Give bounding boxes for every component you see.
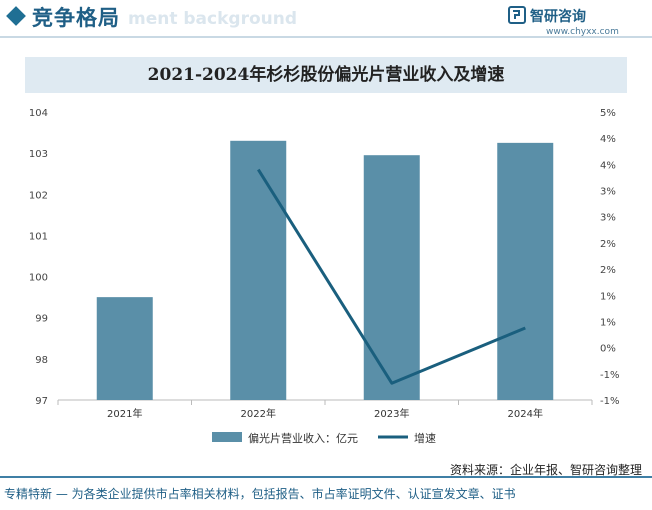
bar [96,297,153,400]
y-right-tick-label: -1% [600,396,619,407]
source-note: 资料来源：企业年报、智研咨询整理 [449,463,642,477]
x-tick-label: 2021年 [107,407,142,420]
y-right-tick-label: 2% [600,239,616,250]
y-left-tick-label: 99 [35,314,48,325]
legend-label-line: 增速 [414,431,436,445]
legend-swatch-bar [212,432,242,442]
y-left-tick-label: 104 [29,108,48,119]
y-right-tick-label: 4% [600,160,616,171]
y-right-tick-label: 4% [600,134,616,145]
legend-label-bar: 偏光片营业收入：亿元 [248,431,358,445]
y-right-tick-label: 5% [600,108,616,119]
page-title: 竞争格局 [32,6,120,30]
x-tick-label: 2023年 [374,407,409,420]
footer-divider [0,476,652,478]
y-right-tick-label: 2% [600,265,616,276]
header-divider [0,36,652,38]
y-right-tick-label: 1% [600,317,616,328]
x-tick-label: 2024年 [508,407,543,420]
y-left-tick-label: 101 [29,231,48,242]
brand-logo-icon [508,6,526,24]
y-left-tick-label: 102 [29,190,48,201]
brand: 智研咨询 www.chyxx.com [508,4,638,40]
header-watermark: ment background [128,9,298,29]
y-left-tick-label: 97 [35,396,48,407]
bar [230,140,287,401]
y-right-tick-label: 3% [600,213,616,224]
y-right-tick-label: 3% [600,187,616,198]
brand-name: 智研咨询 [530,9,586,25]
footer-text: 专精特新 — 为各类企业提供市占率相关材料，包括报告、市占率证明文件、认证宣发文… [4,487,516,501]
chart: 97 98 99 100 101 102 103 104 -1% -1% 0% 1% 1% 2% 2% 3% 3… [29,108,620,445]
y-right-tick-label: -1% [600,370,619,381]
y-right-tick-label: 0% [600,344,616,355]
y-left-tick-label: 98 [35,355,48,366]
x-tick-label: 2022年 [241,407,276,420]
y-left-tick-label: 103 [29,149,48,160]
chart-title: 2021-2024年杉杉股份偏光片营业收入及增速 [147,65,505,85]
header: ment background 竞争格局 智研咨询 www.chyxx.com [0,0,652,40]
growth-line [257,168,526,385]
brand-url: www.chyxx.com [546,27,619,37]
bar [363,155,420,400]
chart-title-box: 2021-2024年杉杉股份偏光片营业收入及增速 [25,57,627,93]
bar [497,142,554,400]
y-right-tick-label: 1% [600,291,616,302]
y-left-tick-label: 100 [29,273,48,284]
